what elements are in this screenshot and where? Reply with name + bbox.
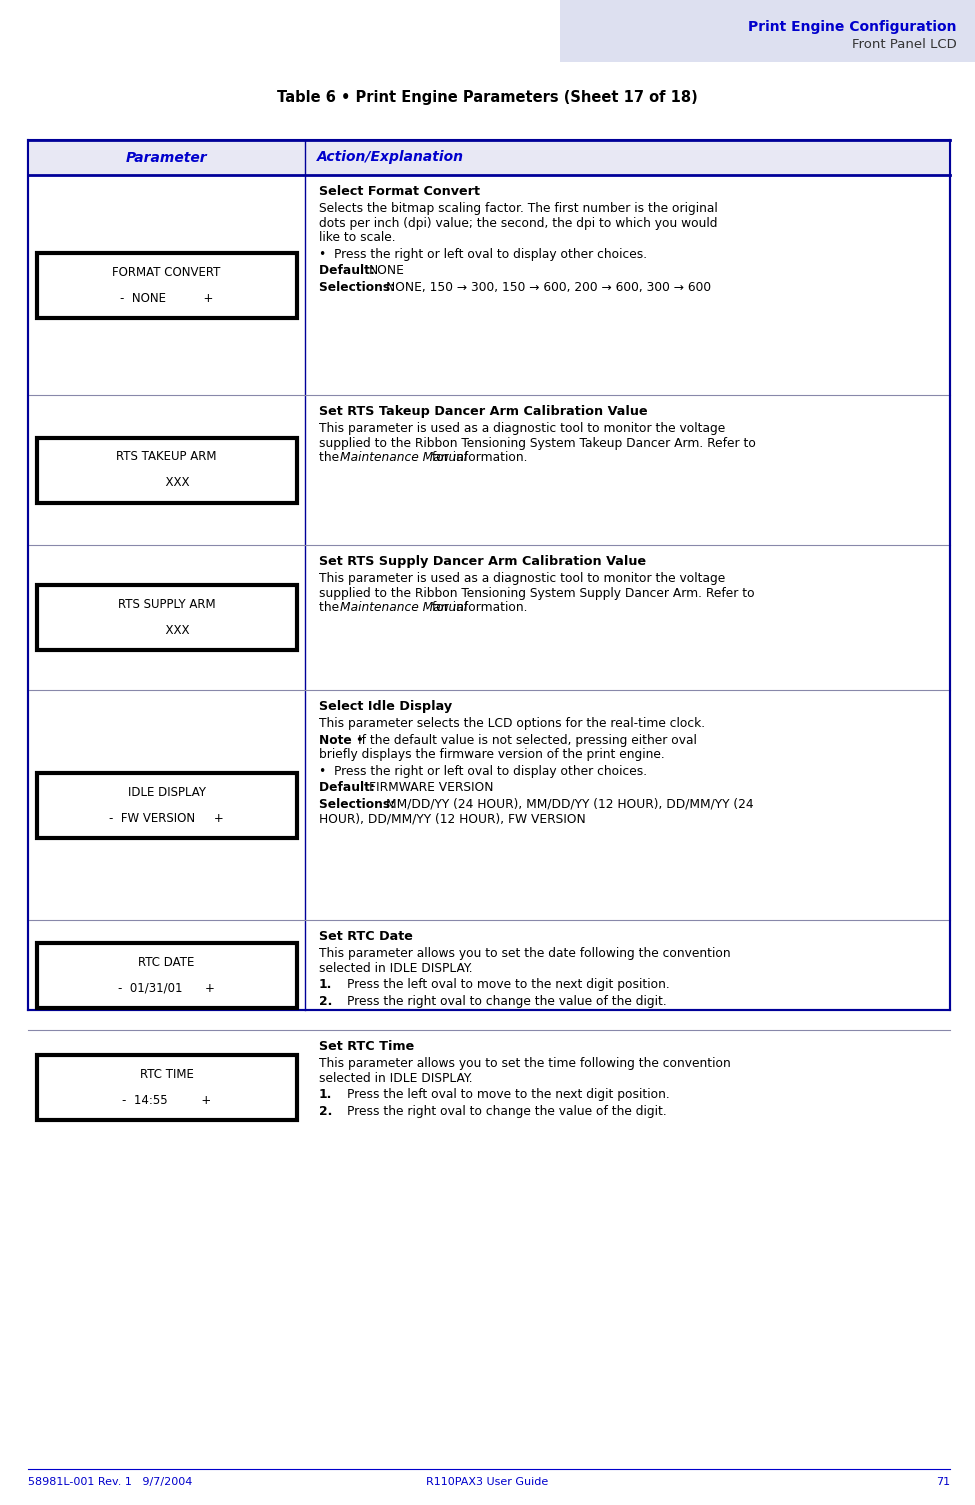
Text: •  Press the right or left oval to display other choices.: • Press the right or left oval to displa… <box>319 248 647 260</box>
Text: If the default value is not selected, pressing either oval: If the default value is not selected, pr… <box>358 734 697 746</box>
Text: -  14:55         +: - 14:55 + <box>122 1094 212 1108</box>
Text: Maintenance Manual: Maintenance Manual <box>339 602 467 614</box>
Text: -  01/31/01      +: - 01/31/01 + <box>118 981 214 995</box>
Text: Set RTC Time: Set RTC Time <box>319 1040 414 1054</box>
Bar <box>36 942 296 1007</box>
Text: briefly displays the firmware version of the print engine.: briefly displays the firmware version of… <box>319 748 665 762</box>
Text: selected in IDLE DISPLAY.: selected in IDLE DISPLAY. <box>319 962 473 975</box>
Text: Parameter: Parameter <box>126 150 208 164</box>
Text: selected in IDLE DISPLAY.: selected in IDLE DISPLAY. <box>319 1072 473 1085</box>
Text: Note •: Note • <box>319 734 368 746</box>
Bar <box>36 438 296 503</box>
Text: Set RTS Supply Dancer Arm Calibration Value: Set RTS Supply Dancer Arm Calibration Va… <box>319 555 646 567</box>
Text: Selects the bitmap scaling factor. The first number is the original: Selects the bitmap scaling factor. The f… <box>319 202 718 215</box>
Text: Default:: Default: <box>319 265 379 277</box>
Bar <box>36 1055 296 1120</box>
Bar <box>36 253 296 318</box>
Text: Select Format Convert: Select Format Convert <box>319 185 480 199</box>
Text: This parameter allows you to set the date following the convention: This parameter allows you to set the dat… <box>319 948 730 960</box>
Text: Selections:: Selections: <box>319 798 400 811</box>
Text: 71: 71 <box>936 1476 950 1487</box>
Text: Set RTC Date: Set RTC Date <box>319 930 412 944</box>
Text: supplied to the Ribbon Tensioning System Takeup Dancer Arm. Refer to: supplied to the Ribbon Tensioning System… <box>319 436 756 450</box>
Text: Maintenance Manual: Maintenance Manual <box>339 452 467 465</box>
Text: Press the left oval to move to the next digit position.: Press the left oval to move to the next … <box>347 978 670 992</box>
Text: This parameter is used as a diagnostic tool to monitor the voltage: This parameter is used as a diagnostic t… <box>319 572 725 585</box>
Text: for information.: for information. <box>428 602 527 614</box>
Text: like to scale.: like to scale. <box>319 232 396 244</box>
Text: •  Press the right or left oval to display other choices.: • Press the right or left oval to displa… <box>319 765 647 778</box>
Text: -  FW VERSION     +: - FW VERSION + <box>109 811 224 825</box>
Text: This parameter allows you to set the time following the convention: This parameter allows you to set the tim… <box>319 1058 730 1070</box>
Text: NONE: NONE <box>369 265 405 277</box>
Text: 2.: 2. <box>319 1105 332 1118</box>
Text: Select Idle Display: Select Idle Display <box>319 700 452 713</box>
Text: -  NONE          +: - NONE + <box>120 292 214 304</box>
Text: supplied to the Ribbon Tensioning System Supply Dancer Arm. Refer to: supplied to the Ribbon Tensioning System… <box>319 587 755 600</box>
Bar <box>36 585 296 650</box>
Text: Print Engine Configuration: Print Engine Configuration <box>749 20 957 35</box>
Text: RTC TIME: RTC TIME <box>139 1069 193 1081</box>
Text: RTC DATE: RTC DATE <box>138 956 195 969</box>
Text: RTS TAKEUP ARM: RTS TAKEUP ARM <box>116 450 216 464</box>
Text: the: the <box>319 602 343 614</box>
Bar <box>28 140 950 1010</box>
Bar <box>28 140 950 175</box>
Text: Press the left oval to move to the next digit position.: Press the left oval to move to the next … <box>347 1088 670 1102</box>
Text: Default:: Default: <box>319 781 379 795</box>
Text: 58981L-001 Rev. 1   9/7/2004: 58981L-001 Rev. 1 9/7/2004 <box>28 1476 192 1487</box>
Bar <box>560 0 975 62</box>
Text: HOUR), DD/MM/YY (12 HOUR), FW VERSION: HOUR), DD/MM/YY (12 HOUR), FW VERSION <box>319 813 586 825</box>
Text: MM/DD/YY (24 HOUR), MM/DD/YY (12 HOUR), DD/MM/YY (24: MM/DD/YY (24 HOUR), MM/DD/YY (12 HOUR), … <box>385 798 754 811</box>
Text: Action/Explanation: Action/Explanation <box>317 150 464 164</box>
Text: dots per inch (dpi) value; the second, the dpi to which you would: dots per inch (dpi) value; the second, t… <box>319 217 718 230</box>
Text: FORMAT CONVERT: FORMAT CONVERT <box>112 265 220 278</box>
Text: the: the <box>319 452 343 465</box>
Text: Press the right oval to change the value of the digit.: Press the right oval to change the value… <box>347 1105 667 1118</box>
Text: 1.: 1. <box>319 978 332 992</box>
Text: This parameter is used as a diagnostic tool to monitor the voltage: This parameter is used as a diagnostic t… <box>319 423 725 435</box>
Text: 2.: 2. <box>319 995 332 1008</box>
Text: This parameter selects the LCD options for the real-time clock.: This parameter selects the LCD options f… <box>319 718 705 730</box>
Text: Front Panel LCD: Front Panel LCD <box>852 38 957 51</box>
Text: Press the right oval to change the value of the digit.: Press the right oval to change the value… <box>347 995 667 1008</box>
Bar <box>36 772 296 837</box>
Text: XXX: XXX <box>143 477 190 489</box>
Text: for information.: for information. <box>428 452 527 465</box>
Text: NONE, 150 → 300, 150 → 600, 200 → 600, 300 → 600: NONE, 150 → 300, 150 → 600, 200 → 600, 3… <box>385 281 711 293</box>
Text: IDLE DISPLAY: IDLE DISPLAY <box>128 786 206 799</box>
Text: Selections:: Selections: <box>319 281 400 293</box>
Text: FIRMWARE VERSION: FIRMWARE VERSION <box>369 781 493 795</box>
Text: XXX: XXX <box>143 625 190 637</box>
Text: 1.: 1. <box>319 1088 332 1102</box>
Text: R110PAX3 User Guide: R110PAX3 User Guide <box>426 1476 549 1487</box>
Text: Table 6 • Print Engine Parameters (Sheet 17 of 18): Table 6 • Print Engine Parameters (Sheet… <box>277 90 698 105</box>
Text: RTS SUPPLY ARM: RTS SUPPLY ARM <box>118 597 215 611</box>
Text: Set RTS Takeup Dancer Arm Calibration Value: Set RTS Takeup Dancer Arm Calibration Va… <box>319 405 647 418</box>
